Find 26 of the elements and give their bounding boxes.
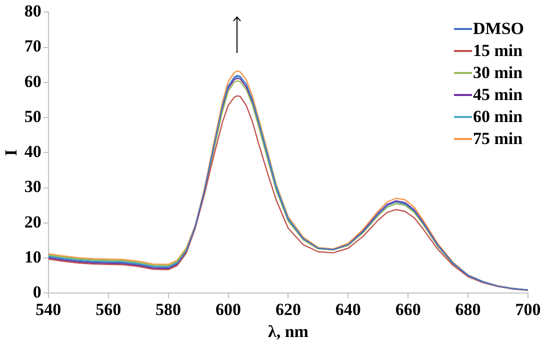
y-tick-label: 40 (24, 142, 42, 162)
x-axis-title: λ, nm (268, 322, 308, 342)
x-tick-label: 640 (335, 300, 361, 319)
x-tick-label: 660 (395, 300, 421, 319)
legend-label: 15 min (473, 41, 523, 62)
y-axis-title: I (2, 149, 21, 156)
y-tick-label: 0 (32, 282, 42, 302)
x-tick-label: 620 (275, 300, 301, 319)
legend-label: 30 min (473, 63, 523, 84)
legend-label: 75 min (473, 129, 523, 150)
x-tick-label: 700 (515, 300, 541, 319)
y-tick-label: 70 (24, 36, 42, 56)
y-tick-label: 60 (24, 72, 42, 91)
x-tick-label: 560 (96, 300, 122, 319)
x-tick-label: 600 (216, 300, 241, 319)
x-tick-label: 580 (156, 300, 182, 319)
y-tick-label: 10 (24, 247, 42, 266)
y-tick-label: 50 (24, 106, 42, 126)
legend-label: 45 min (473, 85, 523, 106)
legend-label: 60 min (473, 107, 523, 128)
legend-label: DMSO (473, 19, 524, 40)
x-tick-label: 540 (36, 300, 62, 319)
y-tick-label: 30 (24, 177, 42, 196)
x-tick-label: 680 (455, 300, 481, 319)
y-tick-label: 80 (24, 2, 42, 21)
y-tick-label: 20 (24, 212, 42, 232)
